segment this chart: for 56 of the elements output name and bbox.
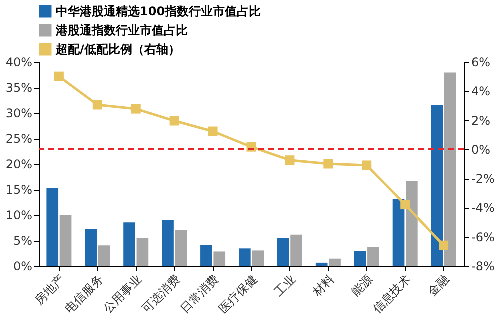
bar xyxy=(124,222,136,266)
x-tick-label: 能源 xyxy=(348,272,376,299)
bar xyxy=(316,262,328,266)
bar xyxy=(290,234,302,266)
y-tick-label: 20% xyxy=(6,158,32,172)
y-tick-label: 30% xyxy=(6,106,32,120)
y-tick-label: 40% xyxy=(6,56,32,70)
point xyxy=(324,159,334,169)
point xyxy=(131,104,141,114)
x-tick-label: 金融 xyxy=(425,272,452,299)
bar xyxy=(277,238,290,266)
point xyxy=(170,116,180,126)
bar xyxy=(406,181,418,266)
bar xyxy=(46,188,59,266)
bar xyxy=(431,105,444,266)
y2-tick-label: 6% xyxy=(472,56,491,70)
y-tick-label: 15% xyxy=(6,183,32,197)
bar xyxy=(175,230,188,266)
x-tick-label: 工业 xyxy=(272,272,298,299)
bar xyxy=(354,251,366,266)
bar xyxy=(368,247,380,266)
legend-label: 港股通指数行业市值占比 xyxy=(55,24,188,38)
x-tick-label: 材料 xyxy=(309,272,337,300)
legend-label: 中华港股通精选100指数行业市值占比 xyxy=(56,4,262,18)
bar xyxy=(200,245,212,266)
y2-tick-label: -6% xyxy=(472,230,495,244)
y-tick-label: 35% xyxy=(6,81,32,95)
bar xyxy=(239,248,251,266)
bar xyxy=(329,258,341,266)
y2-tick-label: 4% xyxy=(472,84,491,99)
bar xyxy=(162,220,174,266)
bar xyxy=(392,199,405,266)
point xyxy=(208,126,218,136)
bar xyxy=(136,238,149,266)
point xyxy=(362,160,372,170)
point xyxy=(54,72,64,82)
point xyxy=(285,156,295,166)
bar xyxy=(85,229,97,266)
point xyxy=(92,100,102,110)
bar xyxy=(60,215,72,266)
point xyxy=(439,240,449,250)
y2-tick-label: -2% xyxy=(472,172,495,186)
y-tick-label: 25% xyxy=(6,132,32,146)
legend-label: 超配/低配比例（右轴） xyxy=(55,42,180,56)
point xyxy=(400,200,410,210)
bar xyxy=(98,246,110,266)
y2-tick-label: -4% xyxy=(472,201,495,216)
bar xyxy=(214,252,226,266)
y2-tick-label: 0% xyxy=(472,142,491,157)
y2-tick-label: 2% xyxy=(472,114,491,128)
y-tick-label: 0% xyxy=(13,260,32,274)
y-tick-label: 10% xyxy=(6,208,32,222)
y-tick-label: 5% xyxy=(13,234,32,248)
y2-tick-label: -8% xyxy=(472,260,495,274)
bar xyxy=(252,250,264,266)
bar xyxy=(444,72,456,266)
